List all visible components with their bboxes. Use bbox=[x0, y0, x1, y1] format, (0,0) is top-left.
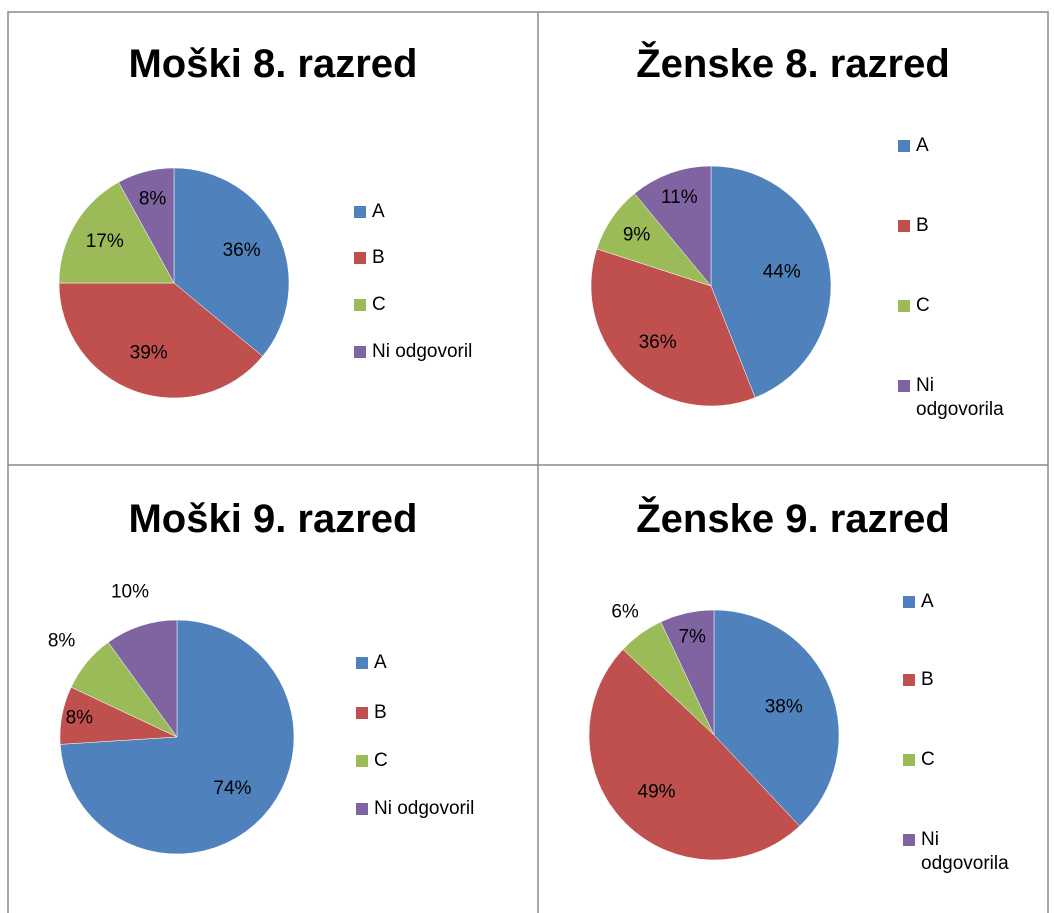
legend-label: B bbox=[921, 669, 934, 690]
legend-swatch bbox=[898, 140, 910, 152]
legend-swatch bbox=[903, 754, 915, 766]
legend-label: Ni odgovorila bbox=[916, 375, 1004, 420]
legend-item: B bbox=[896, 214, 1016, 238]
pie-slice bbox=[660, 609, 715, 736]
legend-item: B bbox=[352, 246, 552, 270]
data-label: 44% bbox=[763, 262, 801, 283]
data-label: 36% bbox=[639, 332, 677, 353]
data-label: 7% bbox=[678, 626, 706, 647]
pie-slice bbox=[173, 167, 290, 357]
legend-item: Ni odgovoril bbox=[354, 797, 554, 821]
legend-label: C bbox=[921, 749, 935, 770]
data-label: 8% bbox=[66, 707, 94, 728]
legend-label: A bbox=[921, 591, 934, 612]
legend-item: B bbox=[901, 668, 1021, 692]
legend-swatch bbox=[903, 596, 915, 608]
legend-item: C bbox=[352, 293, 552, 317]
legend-swatch bbox=[354, 346, 366, 358]
legend-swatch bbox=[354, 206, 366, 218]
legend-swatch bbox=[898, 220, 910, 232]
legend-item: Ni odgovorila bbox=[901, 828, 1021, 876]
legend-item: B bbox=[354, 701, 554, 725]
legend-item: A bbox=[352, 200, 552, 224]
legend-swatch bbox=[356, 755, 368, 767]
pie-slice bbox=[58, 181, 175, 284]
data-label: 11% bbox=[661, 187, 698, 208]
legend-label: B bbox=[372, 247, 385, 268]
data-label: 74% bbox=[213, 778, 251, 799]
data-label: 38% bbox=[765, 696, 803, 717]
data-label: 8% bbox=[139, 188, 167, 209]
legend-item: C bbox=[896, 294, 1016, 318]
legend-swatch bbox=[356, 657, 368, 669]
data-label: 9% bbox=[623, 224, 651, 245]
legend-swatch bbox=[356, 803, 368, 815]
legend-swatch bbox=[898, 300, 910, 312]
legend-item: C bbox=[901, 748, 1021, 772]
legend-swatch bbox=[903, 834, 915, 846]
legend-swatch bbox=[898, 380, 910, 392]
chart-title: Moški 9. razred bbox=[128, 497, 418, 541]
data-label: 39% bbox=[130, 342, 168, 363]
chart-title: Ženske 8. razred bbox=[636, 42, 950, 86]
legend-swatch bbox=[356, 707, 368, 719]
legend-label: B bbox=[374, 702, 387, 723]
data-label: 8% bbox=[48, 631, 76, 652]
data-label: 17% bbox=[86, 231, 124, 252]
pie-slice bbox=[713, 609, 840, 827]
legend-label: Ni odgovoril bbox=[374, 798, 475, 819]
legend-swatch bbox=[354, 299, 366, 311]
legend-label: A bbox=[916, 135, 929, 156]
data-label: 49% bbox=[638, 781, 676, 802]
pie-slice bbox=[58, 282, 263, 399]
legend-label: C bbox=[916, 295, 930, 316]
pie-slice bbox=[590, 248, 756, 407]
pie-slice bbox=[710, 165, 832, 398]
legend-label: A bbox=[374, 652, 387, 673]
chart-title: Moški 8. razred bbox=[128, 42, 418, 86]
legend-swatch bbox=[354, 252, 366, 264]
pie-slice bbox=[118, 167, 175, 284]
pie-slice bbox=[107, 619, 178, 738]
legend-item: Ni odgovorila bbox=[896, 374, 1016, 422]
pie-slice bbox=[588, 649, 800, 861]
data-label: 10% bbox=[111, 581, 149, 602]
legend-item: Ni odgovoril bbox=[352, 340, 552, 364]
legend-item: A bbox=[901, 590, 1021, 614]
data-label: 6% bbox=[611, 602, 639, 623]
data-label: 36% bbox=[223, 240, 261, 261]
table-border bbox=[7, 11, 1049, 913]
legend-label: C bbox=[374, 750, 388, 771]
legend-label: A bbox=[372, 201, 385, 222]
legend-item: A bbox=[354, 651, 554, 675]
legend-item: C bbox=[354, 749, 554, 773]
legend-label: Ni odgovoril bbox=[372, 341, 473, 362]
legend-label: C bbox=[372, 294, 386, 315]
legend-item: A bbox=[896, 134, 1016, 158]
legend-swatch bbox=[903, 674, 915, 686]
legend-label: B bbox=[916, 215, 929, 236]
pie-slice bbox=[634, 165, 712, 287]
chart-title: Ženske 9. razred bbox=[636, 497, 950, 541]
legend-label: Ni odgovorila bbox=[921, 829, 1009, 874]
